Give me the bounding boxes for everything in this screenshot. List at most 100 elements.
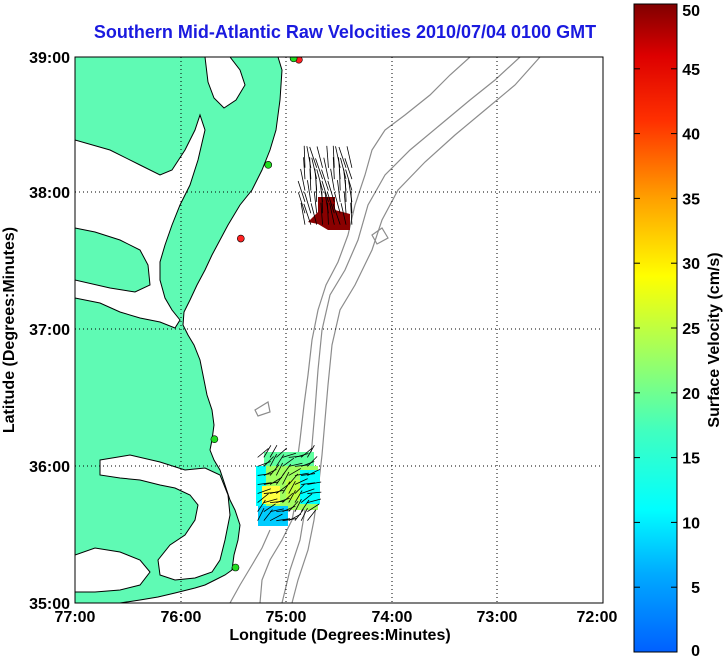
velocity-vector bbox=[310, 203, 318, 225]
y-tick-label: 39:00 bbox=[29, 50, 70, 67]
velocity-vector bbox=[316, 169, 323, 191]
velocity-vector bbox=[327, 192, 335, 214]
y-tick-label: 35:00 bbox=[29, 596, 70, 613]
velocity-vector bbox=[269, 453, 278, 467]
velocity-vector bbox=[275, 454, 285, 467]
velocity-vector bbox=[257, 499, 266, 512]
colorbar-tick-label: 25 bbox=[682, 321, 700, 338]
x-tick-label: 75:00 bbox=[266, 609, 307, 626]
velocity-vector bbox=[276, 484, 288, 494]
chesapeake-bay bbox=[75, 113, 206, 329]
velocity-vector bbox=[303, 203, 312, 225]
velocity-vector bbox=[300, 202, 306, 225]
velocity-vector bbox=[294, 453, 309, 458]
velocity-vector bbox=[346, 146, 353, 168]
velocity-vector bbox=[288, 490, 296, 503]
velocity-vector bbox=[276, 518, 291, 522]
hf-radar-stations bbox=[210, 57, 303, 572]
velocity-vector bbox=[307, 468, 321, 476]
velocity-vector bbox=[269, 476, 283, 485]
x-tick-label: 72:00 bbox=[577, 609, 618, 626]
velocity-vector bbox=[301, 461, 315, 467]
velocity-vector bbox=[257, 482, 272, 485]
velocity-vector bbox=[288, 481, 296, 494]
velocity-vector bbox=[288, 468, 302, 476]
station-marker bbox=[264, 161, 273, 169]
velocity-vector bbox=[294, 509, 304, 521]
velocity-region-north bbox=[297, 145, 353, 230]
x-tick-labels: 77:00 76:00 75:00 74:00 73:00 72:00 bbox=[55, 609, 618, 626]
velocity-vector bbox=[276, 447, 288, 458]
velocity-vector bbox=[288, 462, 303, 467]
colorbar-tick-label: 20 bbox=[682, 386, 700, 403]
velocity-vector bbox=[321, 169, 329, 191]
velocity-vector bbox=[294, 478, 308, 485]
y-tick-labels: 39:00 38:00 37:00 36:00 35:00 bbox=[29, 50, 70, 613]
velocity-vector bbox=[343, 191, 347, 214]
velocity-vector bbox=[282, 457, 295, 467]
velocity-vector bbox=[263, 445, 272, 458]
velocity-vector bbox=[294, 464, 309, 467]
sound-inlet bbox=[75, 547, 151, 593]
velocity-vector bbox=[309, 146, 318, 168]
velocity-vector bbox=[323, 157, 329, 180]
velocity-vector bbox=[306, 146, 312, 168]
y-tick-label: 36:00 bbox=[29, 459, 70, 476]
velocity-region-south bbox=[256, 444, 322, 526]
velocity-vector bbox=[270, 500, 285, 503]
velocity-vector bbox=[294, 490, 303, 503]
velocity-vector bbox=[307, 509, 317, 521]
velocity-vector bbox=[337, 180, 341, 202]
velocity-vector bbox=[263, 481, 278, 485]
vector-field-south bbox=[257, 444, 322, 522]
velocity-vector bbox=[301, 482, 316, 485]
velocity-vector bbox=[257, 461, 271, 467]
velocity-vector bbox=[269, 489, 284, 494]
velocity-vector bbox=[344, 158, 353, 180]
colorbar-label: Surface Velocity (cm/s) bbox=[706, 252, 723, 427]
velocity-vector bbox=[321, 180, 329, 203]
x-axis-label: Longitude (Degrees:Minutes) bbox=[229, 627, 450, 644]
velocity-vector bbox=[269, 444, 278, 458]
velocity-vector bbox=[257, 508, 265, 521]
velocity-vector bbox=[350, 202, 353, 225]
colorbar-tick-label: 40 bbox=[682, 127, 700, 144]
velocity-vector bbox=[332, 203, 341, 225]
velocity-vector bbox=[340, 203, 347, 225]
velocity-vector bbox=[263, 456, 274, 467]
plot-frame bbox=[74, 56, 604, 604]
velocity-vector bbox=[301, 473, 316, 476]
velocity-vector bbox=[294, 483, 306, 494]
station-marker bbox=[210, 435, 219, 444]
velocity-vector bbox=[329, 203, 335, 225]
colorbar-tick-label: 10 bbox=[682, 515, 700, 532]
velocity-vector bbox=[282, 471, 290, 485]
velocity-vector bbox=[282, 518, 297, 522]
vector-field-north bbox=[297, 145, 353, 225]
velocity-vector bbox=[297, 192, 306, 214]
velocity-vector bbox=[297, 180, 306, 203]
velocity-vector bbox=[307, 491, 322, 494]
map-title: Southern Mid-Atlantic Raw Velocities 201… bbox=[93, 22, 597, 42]
velocity-vector bbox=[257, 473, 272, 476]
y-axis-label: Latitude (Degrees:Minutes) bbox=[1, 227, 18, 433]
colorbar-gradient bbox=[633, 3, 678, 653]
colorbar-tick-label: 50 bbox=[682, 3, 700, 20]
velocity-vector bbox=[333, 191, 341, 214]
velocity-vector bbox=[269, 508, 284, 513]
x-tick-label: 77:00 bbox=[55, 609, 96, 626]
velocity-vector bbox=[326, 145, 329, 168]
velocity-vector bbox=[332, 157, 335, 180]
velocity-vector bbox=[304, 192, 312, 214]
delaware-bay bbox=[204, 57, 246, 109]
velocity-vector bbox=[313, 191, 318, 214]
velocity-vector bbox=[257, 493, 269, 503]
velocity-vector bbox=[269, 513, 283, 522]
velocity-vector bbox=[300, 493, 313, 503]
station-marker bbox=[231, 563, 240, 572]
x-tick-label: 73:00 bbox=[477, 609, 518, 626]
velocity-vector bbox=[340, 157, 347, 180]
velocity-vector bbox=[330, 168, 335, 191]
